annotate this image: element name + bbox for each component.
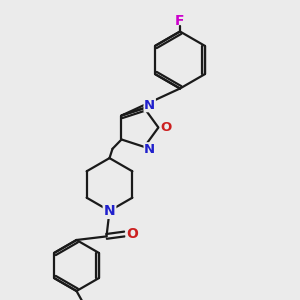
Text: N: N	[144, 99, 155, 112]
Text: N: N	[144, 143, 155, 156]
Text: O: O	[126, 227, 138, 241]
Text: F: F	[175, 14, 185, 28]
Text: O: O	[160, 121, 172, 134]
Text: N: N	[104, 204, 115, 218]
